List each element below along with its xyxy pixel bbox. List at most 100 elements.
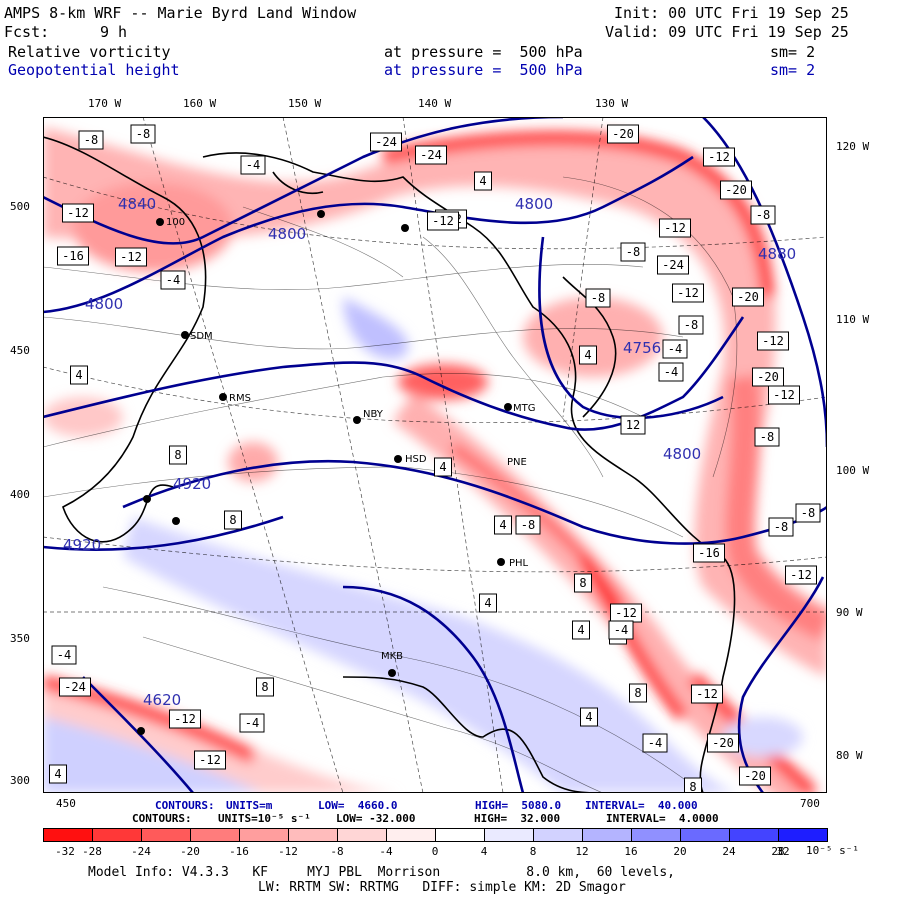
vorticity-value-label: -12 (194, 750, 226, 770)
vorticity-value-label: 4 (579, 345, 597, 365)
field2-level: at pressure = 500 hPa (384, 61, 583, 79)
station-label: RMS (229, 393, 251, 404)
vorticity-labels: -8 -8 -24 -20 -24 -12 -4 -12 -16 -12 -4 4 -8 -12 -20 -2… (49, 124, 821, 793)
vorticity-value-label: -8 (750, 205, 776, 225)
vorticity-value-label: -4 (608, 620, 634, 640)
vorticity-value-text: 8 (689, 780, 696, 793)
vort-contour-interval: INTERVAL= 4.0000 (606, 812, 719, 825)
colorbar-tick-label: 0 (431, 845, 439, 858)
vorticity-value-text: -8 (591, 291, 605, 305)
map-frame (43, 117, 827, 793)
colorbar-box (386, 828, 436, 842)
vorticity-value-label: -20 (720, 180, 752, 200)
vorticity-value-label: 4 (494, 515, 512, 535)
vorticity-value-text: 4 (585, 710, 592, 724)
vorticity-value-label: -20 (739, 766, 771, 786)
colorbar-tick-label: 24 (722, 845, 736, 858)
map-panel: -8 -8 -24 -20 -24 -12 -4 -12 -16 -12 -4 4 -8 -12 -20 -2… (43, 117, 827, 793)
lon-label-top: 160 W (183, 97, 217, 110)
vorticity-value-text: -8 (84, 133, 98, 147)
vorticity-value-text: -8 (760, 430, 774, 444)
field1-name: Relative vorticity (8, 43, 171, 61)
vorticity-value-text: -4 (57, 648, 71, 662)
vorticity-value-text: -4 (245, 716, 259, 730)
vorticity-value-label: 4 (434, 457, 452, 477)
colorbar-box (337, 828, 387, 842)
colorbar-tick-label: -12 (278, 845, 298, 858)
vort-contour-label: CONTOURS: (132, 812, 192, 825)
vorticity-value-text: -24 (420, 148, 442, 162)
vorticity-value-label: -24 (370, 132, 402, 152)
station-label: SDM (190, 331, 213, 342)
vorticity-value-text: -20 (612, 127, 634, 141)
vorticity-value-label: -16 (57, 246, 89, 266)
vorticity-value-label: -12 (785, 565, 817, 585)
vorticity-value-label: -4 (160, 270, 186, 290)
vorticity-value-label: -20 (707, 733, 739, 753)
lon-label-top: 140 W (418, 97, 452, 110)
vorticity-value-text: -12 (120, 250, 142, 264)
height-contour-value: 4800 (663, 445, 701, 463)
vorticity-value-text: -24 (375, 135, 397, 149)
vorticity-value-text: -12 (174, 712, 196, 726)
vorticity-value-text: -4 (648, 736, 662, 750)
lon-label-right: 80 W (836, 749, 863, 762)
forecast-label: Fcst: (4, 23, 50, 41)
colorbar-box (533, 828, 583, 842)
x-axis-label: 700 (800, 797, 820, 810)
vort-contour-units: UNITS=10⁻⁵ s⁻¹ (218, 812, 311, 825)
vorticity-value-label: 8 (169, 445, 187, 465)
vorticity-value-text: 8 (229, 513, 236, 527)
vorticity-value-text: -20 (757, 370, 779, 384)
vorticity-value-label: -8 (620, 242, 646, 262)
colorbar-box (288, 828, 338, 842)
vorticity-value-text: -12 (677, 286, 699, 300)
vorticity-value-text: -20 (712, 736, 734, 750)
station-label: PHL (509, 558, 529, 569)
vorticity-value-label: 8 (574, 573, 592, 593)
physics-info: LW: RRTM SW: RRTMG DIFF: simple KM: 2D S… (258, 880, 626, 895)
vorticity-value-label: -24 (657, 255, 689, 275)
vorticity-value-label: 4 (479, 593, 497, 613)
y-axis-label: 500 (10, 200, 30, 213)
height-contour-value: 4800 (85, 295, 123, 313)
vorticity-value-text: 12 (626, 418, 640, 432)
height-contour-units: UNITS=m (226, 799, 273, 812)
vorticity-value-text: -20 (737, 290, 759, 304)
vorticity-value-label: 4 (474, 171, 492, 191)
lon-label-right: 110 W (836, 313, 870, 326)
vorticity-value-label: -8 (78, 130, 104, 150)
colorbar-tick-label: -8 (330, 845, 344, 858)
vorticity-value-label: -8 (678, 315, 704, 335)
colorbar-box (778, 828, 828, 842)
colorbar-tick-label: 20 (673, 845, 687, 858)
colorbar-tick-label: 28 (771, 845, 785, 858)
height-contour-label: CONTOURS: (155, 799, 215, 812)
vorticity-value-text: -8 (136, 127, 150, 141)
colorbar-box (680, 828, 730, 842)
vorticity-value-text: -4 (614, 623, 628, 637)
vorticity-value-label: -12 (115, 247, 147, 267)
vorticity-value-text: 4 (484, 596, 491, 610)
vorticity-value-label: -24 (59, 677, 91, 697)
vorticity-value-text: -4 (664, 365, 678, 379)
vorticity-value-label: -20 (732, 287, 764, 307)
colorbar-box (141, 828, 191, 842)
vort-contour-low: LOW= -32.000 (336, 812, 416, 825)
coastline (43, 136, 736, 793)
vorticity-value-label: -12 (768, 385, 800, 405)
colorbar-tick-label: -32 (55, 845, 75, 858)
vorticity-value-label: -12 (169, 709, 201, 729)
vorticity-value-text: -16 (698, 546, 720, 560)
vorticity-value-label: -12 (672, 283, 704, 303)
vorticity-value-text: 4 (577, 623, 584, 637)
vorticity-value-label: 8 (629, 683, 647, 703)
vorticity-value-text: -4 (668, 342, 682, 356)
vorticity-value-label: -4 (51, 645, 77, 665)
lon-label-top: 170 W (88, 97, 122, 110)
vorticity-value-label: -12 (610, 603, 642, 623)
valid-time: Valid: 09 UTC Fri 19 Sep 25 (605, 23, 849, 41)
vorticity-value-text: -12 (708, 150, 730, 164)
height-contour-value: 4800 (268, 225, 306, 243)
colorbar-tick-label: -16 (229, 845, 249, 858)
